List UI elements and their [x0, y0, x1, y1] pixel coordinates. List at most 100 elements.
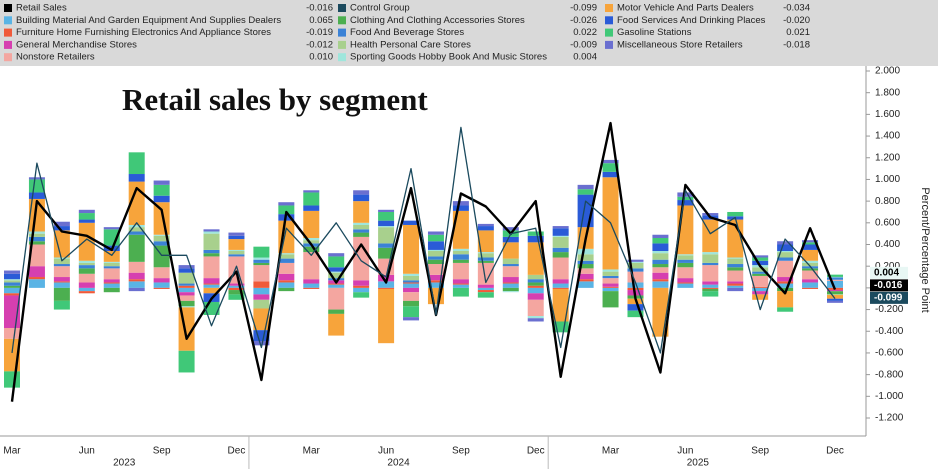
- legend-swatch: [338, 4, 346, 12]
- value-badge: [870, 279, 908, 292]
- year-label: 2025: [687, 458, 710, 469]
- legend-label: Health Personal Care Stores: [350, 39, 471, 50]
- bar-segment: [178, 283, 195, 286]
- x-tick-label: Dec: [228, 446, 246, 457]
- x-tick-label: Sep: [751, 446, 769, 457]
- bar-segment: [527, 293, 544, 300]
- bar-segment: [827, 298, 843, 301]
- bar-segment: [552, 257, 569, 280]
- bar-segment: [452, 205, 469, 211]
- x-tick-label: Mar: [303, 446, 321, 457]
- bar-segment: [827, 279, 843, 281]
- bar-segment: [577, 260, 594, 265]
- legend-swatch: [338, 53, 346, 62]
- bar-segment: [702, 254, 719, 263]
- legend-value: 0.022: [573, 27, 597, 38]
- bar-segment: [802, 242, 819, 245]
- bar-segment: [827, 294, 843, 296]
- bar-segment: [702, 284, 719, 288]
- bar-segment: [403, 273, 420, 276]
- bar-segment: [228, 254, 245, 257]
- bar-segment: [627, 271, 644, 283]
- legend-swatch: [4, 28, 12, 37]
- bar-segment: [253, 246, 270, 258]
- bar-segment: [128, 227, 145, 232]
- bar-segment: [652, 267, 669, 273]
- bar-segment: [702, 291, 719, 297]
- legend-label: Control Group: [350, 3, 410, 14]
- bar-segment: [53, 281, 70, 283]
- legend-swatch: [605, 16, 613, 25]
- x-tick-label: Jun: [378, 446, 394, 457]
- bar-segment: [452, 262, 469, 280]
- bar-segment: [303, 192, 320, 206]
- bar-segment: [178, 268, 195, 273]
- bar-segment: [403, 306, 420, 318]
- bar-segment: [627, 282, 644, 288]
- legend-label: Sporting Goods Hobby Book And Music Stor…: [350, 52, 547, 63]
- legend-value: 0.004: [573, 52, 597, 63]
- bar-segment: [477, 290, 494, 293]
- bar-segment: [303, 252, 320, 280]
- bar-segment: [652, 264, 669, 268]
- y-tick-label: -0.400: [875, 326, 904, 337]
- bar-segment: [602, 271, 619, 276]
- bar-segment: [827, 280, 843, 288]
- bar-segment: [777, 251, 794, 253]
- bar-segment: [752, 255, 769, 258]
- bar-segment: [727, 257, 744, 259]
- bar-segment: [78, 282, 95, 288]
- bar-segment: [78, 213, 95, 220]
- bar-segment: [178, 287, 195, 293]
- y-tick-label: 0.800: [875, 196, 900, 207]
- bar-segment: [702, 287, 719, 289]
- y-tick-label: -0.800: [875, 369, 904, 380]
- line-series: [11, 126, 836, 354]
- bar-segment: [627, 262, 644, 269]
- bar-segment: [128, 261, 145, 273]
- bar-segment: [427, 231, 444, 235]
- bar-segment: [228, 290, 245, 295]
- bar-segment: [527, 285, 544, 288]
- bar-segment: [4, 280, 20, 283]
- bar-segment: [353, 194, 370, 202]
- bar-segment: [627, 304, 644, 311]
- bar-segment: [652, 279, 669, 282]
- bar-segment: [4, 270, 20, 274]
- bar-segment: [53, 300, 70, 310]
- bar-segment: [28, 241, 45, 245]
- bar-segment: [727, 287, 744, 292]
- bar-segment: [203, 229, 220, 232]
- bar-segment: [353, 280, 370, 286]
- legend-value: -0.026: [570, 15, 597, 26]
- bar-segment: [328, 278, 345, 281]
- bar-segment: [677, 267, 694, 279]
- bar-segment: [153, 195, 170, 203]
- bar-segment: [153, 202, 170, 235]
- bar-segment: [602, 283, 619, 287]
- legend-label: General Merchandise Stores: [16, 39, 137, 50]
- bar-segment: [378, 281, 395, 288]
- bar-segment: [278, 202, 295, 206]
- bar-segment: [427, 264, 444, 275]
- bar-segment: [403, 224, 420, 274]
- bar-segment: [727, 267, 744, 271]
- bar-segment: [652, 237, 669, 244]
- x-tick-label: Jun: [677, 446, 693, 457]
- bar-segment: [78, 222, 95, 261]
- bar-segment: [452, 284, 469, 288]
- x-tick-label: Jun: [79, 446, 95, 457]
- legend-swatch: [4, 4, 12, 12]
- y-tick-label: -0.200: [875, 304, 904, 315]
- bar-segment: [378, 247, 395, 259]
- bar-segment: [28, 177, 45, 180]
- legend-value: -0.016: [306, 3, 333, 14]
- bar-segment: [353, 232, 370, 237]
- bar-segment: [153, 180, 170, 185]
- bar-segment: [53, 287, 70, 301]
- bar-segment: [652, 272, 669, 280]
- bar-segment: [128, 234, 145, 262]
- bar-segment: [802, 266, 819, 269]
- legend: Retail Sales -0.016 Building Material And …: [4, 3, 810, 63]
- bar-segment: [103, 279, 120, 283]
